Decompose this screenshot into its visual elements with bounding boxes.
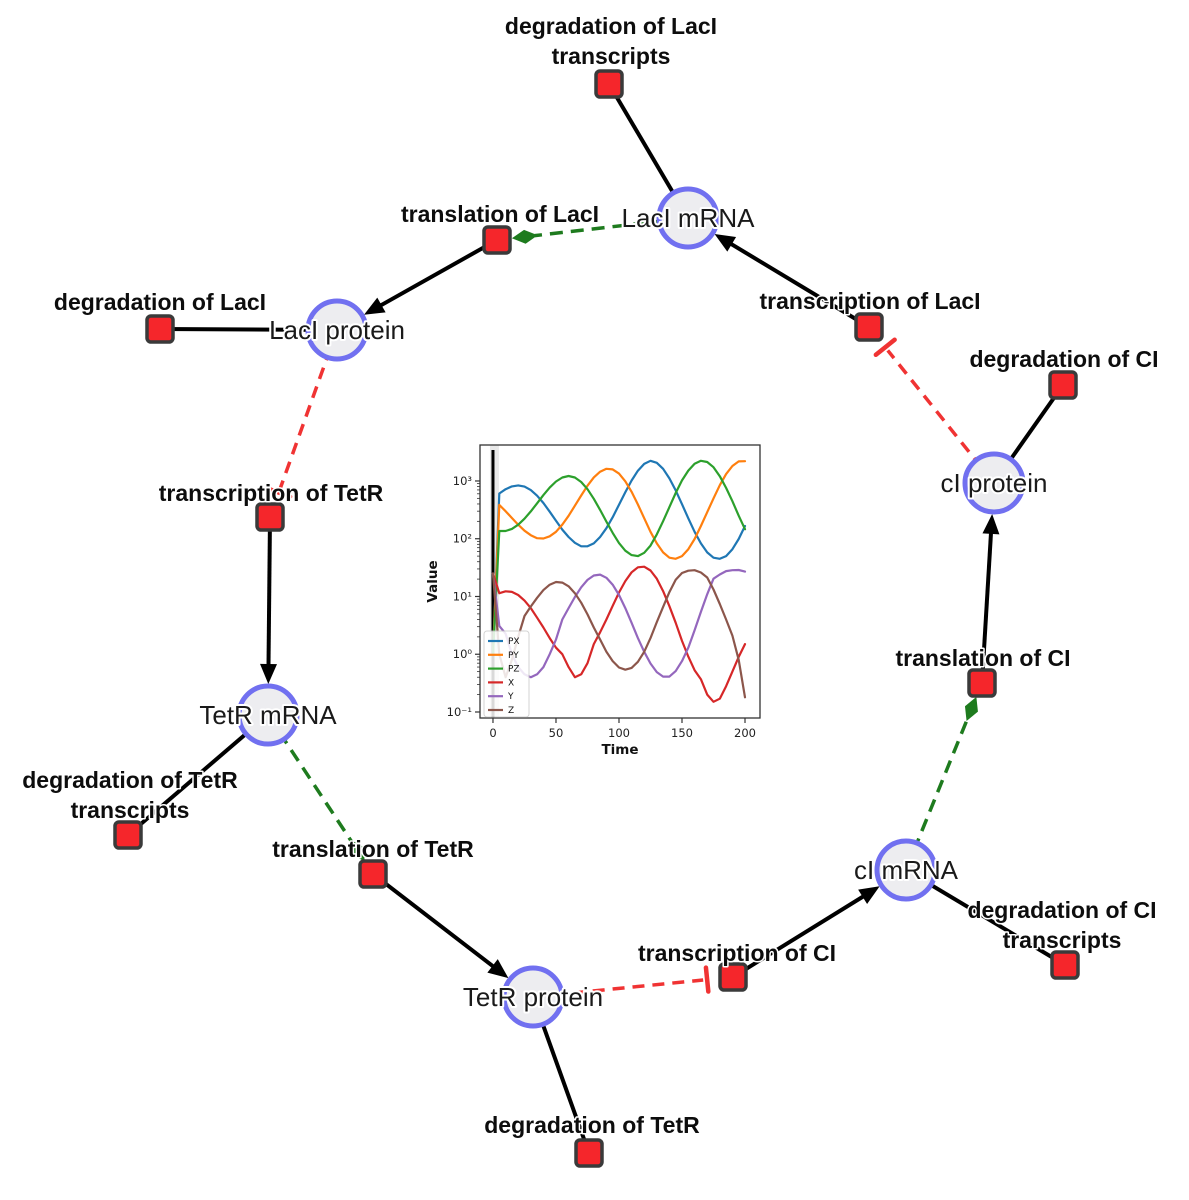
- legend-label-Z: Z: [508, 706, 514, 716]
- chart-line-PZ: [491, 459, 747, 656]
- reaction-label-transcription-of-ci: transcription of CI: [638, 940, 836, 966]
- reaction-label-translation-of-ci: translation of CI: [895, 645, 1070, 671]
- species-label-laci-mrna: LacI mRNA: [622, 203, 756, 233]
- reaction-label-degradation-of-tetr-transcripts: degradation of TetR: [22, 767, 238, 793]
- edge-translation-of-laci-to-laci-protein-arrowhead-icon: [364, 297, 386, 315]
- chart-line-X: [491, 565, 747, 703]
- species-label-ci-mrna: cI mRNA: [854, 855, 959, 885]
- edge-laci-protein-to-transcription-of-tetr-tee-icon: [265, 486, 293, 499]
- reaction-label-transcription-of-tetr: transcription of TetR: [159, 480, 384, 506]
- x-axis-label: Time: [601, 742, 638, 758]
- species-node-ci-mrna[interactable]: [874, 838, 938, 902]
- chart-legend: PX PY PZ XYZ: [483, 630, 530, 718]
- reaction-node-degradation-of-tetr[interactable]: [574, 1138, 604, 1168]
- reaction-label-degradation-of-ci-transcripts: transcripts: [1003, 927, 1122, 953]
- reaction-node-translation-of-ci[interactable]: [967, 668, 997, 698]
- reaction-label-degradation-of-ci-transcripts: degradation of CI: [967, 897, 1156, 923]
- edge-tetr-mrna-to-translation-of-tetr-diamond-icon: [350, 839, 365, 862]
- reaction-node-transcription-of-ci[interactable]: [718, 962, 748, 992]
- x-tick-label: 0: [489, 726, 496, 740]
- species-node-tetr-mrna[interactable]: [236, 683, 300, 747]
- edge-ci-mrna-to-translation-of-ci-diamond-icon: [964, 696, 978, 721]
- edge-laci-mrna-to-translation-of-laci-diamond-icon: [511, 229, 538, 244]
- chart-line-Y: [491, 568, 747, 679]
- edge-translation-of-ci-to-ci-protein-arrowhead-icon: [982, 513, 1000, 535]
- reaction-label-translation-of-tetr: translation of TetR: [272, 836, 474, 862]
- nodes-layer: [113, 69, 1080, 1168]
- inset-chart: 0 50 100 150 20010⁻¹10⁰10¹10²10³TimeValuePXP…: [425, 432, 782, 768]
- species-label-ci-protein: cI protein: [941, 468, 1048, 498]
- species-label-laci-protein: LacI protein: [269, 315, 405, 345]
- legend-label-PZ: PZ: [508, 665, 520, 675]
- reaction-node-degradation-of-ci-transcripts[interactable]: [1050, 950, 1080, 980]
- edge-translation-of-laci-to-laci-protein: [373, 238, 498, 311]
- legend-box: [483, 630, 530, 718]
- reaction-node-transcription-of-laci[interactable]: [854, 312, 884, 342]
- reaction-label-degradation-of-tetr: degradation of TetR: [484, 1112, 700, 1138]
- x-tick-label: 50: [549, 726, 564, 740]
- edge-tetr-protein-to-transcription-of-ci-tee-icon: [703, 965, 711, 994]
- y-tick-label: 10²: [453, 532, 472, 546]
- edge-ci-protein-to-transcription-of-laci-tee-icon: [873, 337, 897, 358]
- y-tick-label: 10⁻¹: [447, 705, 472, 719]
- reaction-node-translation-of-laci[interactable]: [482, 225, 512, 255]
- edge-transcription-of-laci-to-laci-mrna-arrowhead-icon: [714, 233, 737, 252]
- edge-transcription-of-tetr-to-tetr-mrna: [266, 516, 272, 673]
- species-node-laci-protein[interactable]: [305, 298, 369, 362]
- y-axis-label: Value: [425, 560, 441, 602]
- reaction-label-degradation-of-ci: degradation of CI: [969, 346, 1158, 372]
- reaction-label-degradation-of-laci: degradation of LacI: [54, 289, 266, 315]
- reaction-label-degradation-of-laci-transcripts: degradation of LacI: [505, 13, 717, 39]
- x-tick-label: 100: [608, 726, 630, 740]
- species-node-tetr-protein[interactable]: [501, 965, 565, 1029]
- x-tick-label: 200: [734, 726, 756, 740]
- legend-label-Y: Y: [507, 692, 514, 702]
- reaction-node-degradation-of-tetr-transcripts[interactable]: [113, 820, 143, 850]
- chart-line-Z: [491, 569, 747, 699]
- y-tick-label: 10¹: [453, 589, 472, 603]
- reaction-label-transcription-of-laci: transcription of LacI: [759, 288, 980, 314]
- chart-line-PX: [491, 459, 747, 656]
- species-label-tetr-mrna: TetR mRNA: [199, 700, 337, 730]
- edge-transcription-of-laci-to-laci-mrna: [723, 238, 871, 329]
- reaction-label-degradation-of-laci-transcripts: transcripts: [552, 43, 671, 69]
- legend-label-PX: PX: [508, 637, 520, 647]
- reaction-label-degradation-of-tetr-transcripts: transcripts: [71, 797, 190, 823]
- edge-transcription-of-ci-to-ci-mrna: [731, 890, 871, 979]
- chart-line-PY: [491, 460, 747, 656]
- edge-translation-of-ci-to-ci-protein: [980, 525, 994, 684]
- edge-transcription-of-tetr-to-tetr-mrna-arrowhead-icon: [260, 663, 278, 685]
- x-tick-label: 150: [671, 726, 693, 740]
- reaction-node-degradation-of-laci-transcripts[interactable]: [594, 69, 624, 99]
- labels-layer: degradation of LacI transcripts translatio…: [21, 12, 1160, 1140]
- edge-transcription-of-ci-to-ci-mrna-arrowhead-icon: [858, 886, 880, 905]
- species-node-laci-mrna[interactable]: [656, 186, 720, 250]
- species-node-ci-protein[interactable]: [962, 451, 1026, 515]
- y-tick-label: 10³: [453, 474, 473, 488]
- legend-label-PY: PY: [508, 651, 519, 661]
- reaction-node-degradation-of-laci[interactable]: [145, 314, 175, 344]
- edge-translation-of-tetr-to-tetr-protein: [371, 872, 501, 973]
- legend-label-X: X: [508, 678, 514, 688]
- reaction-node-transcription-of-tetr[interactable]: [255, 502, 285, 532]
- species-label-tetr-protein: TetR protein: [463, 982, 603, 1012]
- y-tick-label: 10⁰: [453, 647, 473, 661]
- reaction-node-translation-of-tetr[interactable]: [358, 859, 388, 889]
- chart-frame: [479, 444, 761, 719]
- reaction-label-translation-of-laci: translation of LacI: [401, 201, 599, 227]
- reaction-node-degradation-of-ci[interactable]: [1048, 370, 1078, 400]
- edge-translation-of-tetr-to-tetr-protein-arrowhead-icon: [487, 959, 509, 979]
- chart-curves: [491, 459, 747, 703]
